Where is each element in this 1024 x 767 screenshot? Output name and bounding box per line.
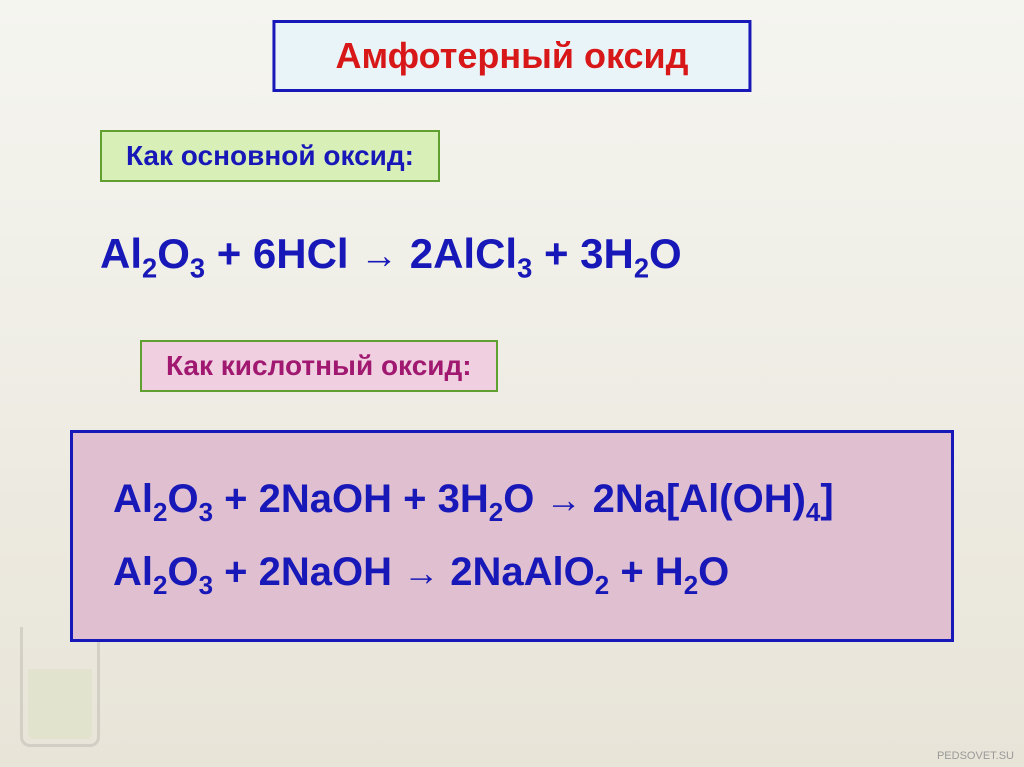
- eq-sub: 2: [595, 570, 609, 600]
- eq-text: 2AlCl: [398, 230, 517, 277]
- title-text: Амфотерный оксид: [335, 35, 688, 77]
- equation-1: Al2O3 + 6HCl → 2AlCl3 + 3H2O: [100, 230, 682, 284]
- subtitle-acidic-text: Как кислотный оксид:: [166, 350, 472, 382]
- equation-block: Al2O3 + 2NaOH + 3H2O → 2Na[Al(OH)4] Al2O…: [70, 430, 954, 642]
- eq-text: O: [503, 477, 545, 521]
- eq-sub: 2: [684, 570, 698, 600]
- eq-text: 2Na[Al(OH): [581, 477, 805, 521]
- beaker-icon: [20, 627, 100, 747]
- subtitle-acidic-box: Как кислотный оксид:: [140, 340, 498, 392]
- arrow-icon: →: [545, 479, 581, 520]
- eq-text: Al: [113, 477, 153, 521]
- eq-text: O: [167, 477, 198, 521]
- eq-text: O: [167, 550, 198, 594]
- eq-text: + 6HCl: [205, 230, 360, 277]
- subtitle-basic-box: Как основной оксид:: [100, 130, 440, 182]
- subtitle-basic-text: Как основной оксид:: [126, 140, 414, 172]
- equation-2: Al2O3 + 2NaOH + 3H2O → 2Na[Al(OH)4]: [113, 463, 911, 536]
- eq-text: + 3H: [532, 230, 634, 277]
- eq-text: ]: [820, 477, 833, 521]
- arrow-icon: →: [360, 235, 398, 277]
- eq-text: O: [649, 230, 682, 277]
- eq-sub: 2: [153, 570, 167, 600]
- eq-text: Al: [113, 550, 153, 594]
- eq-sub: 3: [190, 252, 205, 283]
- eq-text: + 2NaOH: [213, 550, 403, 594]
- arrow-icon: →: [403, 552, 439, 593]
- eq-sub: 4: [806, 497, 820, 527]
- eq-sub: 2: [634, 252, 649, 283]
- title-box: Амфотерный оксид: [272, 20, 751, 92]
- eq-sub: 3: [199, 497, 213, 527]
- eq-sub: 3: [199, 570, 213, 600]
- eq-sub: 2: [142, 252, 157, 283]
- eq-sub: 3: [517, 252, 532, 283]
- eq-sub: 2: [489, 497, 503, 527]
- eq-text: 2NaAlO: [439, 550, 595, 594]
- eq-text: Al: [100, 230, 142, 277]
- eq-text: + H: [609, 550, 683, 594]
- eq-text: O: [157, 230, 190, 277]
- equation-3: Al2O3 + 2NaOH → 2NaAlO2 + H2O: [113, 536, 911, 609]
- watermark: PEDSOVET.SU: [937, 750, 1014, 762]
- eq-sub: 2: [153, 497, 167, 527]
- eq-text: + 2NaOH + 3H: [213, 477, 489, 521]
- eq-text: O: [698, 550, 729, 594]
